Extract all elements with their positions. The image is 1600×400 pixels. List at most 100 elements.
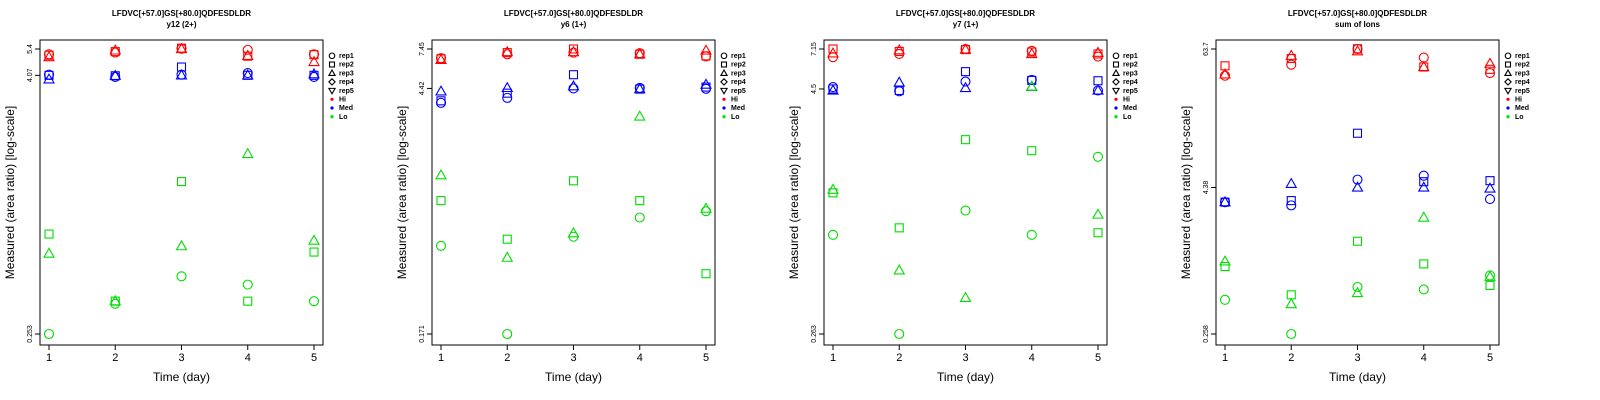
- data-point-lo-rep2: [701, 269, 711, 279]
- legend-label-lo: Lo: [731, 114, 740, 121]
- legend-label-rep4: rep4: [731, 79, 746, 86]
- data-point-lo-rep1: [176, 271, 187, 282]
- legend-marker-hi: [330, 97, 334, 101]
- data-point-hi-rep1: [1219, 70, 1231, 81]
- y-tick-label: 7.45: [419, 42, 426, 56]
- data-point-med-rep3: [893, 76, 906, 87]
- data-point-lo-rep3: [1484, 270, 1496, 281]
- legend-label-lo: Lo: [1515, 114, 1524, 121]
- series-lo: [43, 147, 320, 340]
- data-point-lo-rep3: [308, 234, 320, 245]
- data-point-lo-rep2: [1352, 236, 1363, 246]
- legend-marker-rep2: [328, 61, 336, 68]
- legend-marker-lo: [1114, 115, 1118, 119]
- data-point-lo-rep1: [1418, 284, 1429, 295]
- legend-label-hi: Hi: [1515, 97, 1522, 104]
- chart-subtitle: sum of Ions: [1335, 20, 1380, 29]
- plot-frame: [431, 39, 716, 346]
- legend-marker-rep2: [1504, 61, 1512, 68]
- data-point-hi-rep2: [568, 44, 579, 54]
- data-point-hi-rep3: [1417, 60, 1430, 72]
- data-point-med-rep3: [1484, 182, 1496, 193]
- chart-title: LFDVC[+57.0]GS[+80.0]QDFESDLDR: [896, 9, 1035, 18]
- data-point-lo-rep1: [634, 212, 645, 223]
- data-point-lo-rep3: [567, 226, 580, 238]
- data-point-med-rep2: [502, 88, 512, 98]
- x-tick-label: 2: [896, 352, 902, 364]
- data-point-lo-rep1: [1286, 328, 1297, 340]
- data-point-hi-rep3: [435, 53, 447, 65]
- series-lo: [435, 110, 712, 340]
- x-tick-label: 5: [1487, 352, 1493, 364]
- series-lo: [1219, 211, 1496, 340]
- data-point-hi-rep1: [502, 49, 513, 60]
- x-tick-label: 5: [703, 352, 709, 364]
- chart-subtitle: y12 (2+): [166, 20, 196, 29]
- x-tick-label: 4: [637, 352, 643, 364]
- data-point-med-rep3: [700, 78, 712, 89]
- legend-label-med: Med: [1515, 105, 1529, 112]
- data-point-med-rep2: [436, 96, 446, 106]
- x-tick-label: 4: [245, 352, 251, 364]
- data-point-med-rep3: [501, 81, 514, 93]
- data-point-lo-rep2: [635, 196, 645, 206]
- panel-2: LFDVC[+57.0]GS[+80.0]QDFESDLDR y6 (1+) 1 2 3…: [395, 9, 746, 384]
- legend-marker-rep5: [1503, 87, 1513, 95]
- data-point-med-rep2: [1093, 76, 1103, 86]
- series-med: [43, 62, 320, 84]
- data-point-med-rep3: [1219, 195, 1231, 207]
- data-point-hi-rep3: [959, 43, 972, 54]
- legend-label-rep1: rep1: [1123, 53, 1138, 60]
- data-point-med-rep2: [1485, 176, 1495, 186]
- data-point-lo-rep1: [960, 205, 971, 216]
- data-point-lo-rep3: [700, 202, 712, 213]
- data-point-lo-rep1: [1026, 229, 1037, 240]
- data-point-hi-rep3: [43, 50, 55, 62]
- legend-label-lo: Lo: [1123, 114, 1132, 121]
- panel-1: LFDVC[+57.0]GS[+80.0]QDFESDLDR y12 (2+) 1 2…: [3, 9, 354, 384]
- data-point-hi-rep3: [1092, 46, 1104, 57]
- legend-marker-med: [1114, 106, 1118, 110]
- data-point-lo-rep2: [502, 234, 512, 244]
- legend-marker-rep5: [719, 87, 729, 95]
- data-point-hi-rep3: [1351, 44, 1364, 56]
- data-point-med-rep3: [1417, 181, 1430, 192]
- legend-marker-rep3: [719, 68, 729, 76]
- series-hi: [1219, 43, 1496, 81]
- data-point-hi-rep3: [501, 45, 514, 57]
- y-tick-label: 0.171: [419, 325, 426, 343]
- data-point-med-rep3: [959, 81, 972, 93]
- data-point-med-rep3: [241, 69, 254, 80]
- data-point-hi-rep3: [827, 47, 839, 58]
- data-point-med-rep3: [435, 85, 447, 96]
- data-point-lo-rep2: [436, 196, 446, 206]
- data-point-lo-rep3: [1219, 255, 1231, 266]
- data-point-lo-rep2: [176, 177, 187, 187]
- series-med: [1219, 128, 1496, 211]
- data-point-lo-rep3: [109, 294, 122, 306]
- data-point-lo-rep2: [44, 229, 54, 239]
- legend-label-rep5: rep5: [339, 88, 354, 95]
- legend-label-rep5: rep5: [731, 88, 746, 95]
- y-axis-label: Measured (area ratio) [log-scale]: [3, 106, 17, 279]
- data-point-lo-rep3: [827, 183, 839, 194]
- legend-marker-lo: [722, 115, 726, 119]
- legend-label-rep3: rep3: [1515, 70, 1530, 77]
- data-point-med-rep1: [960, 76, 971, 87]
- legend-marker-rep4: [1112, 78, 1120, 86]
- x-tick-label: 2: [112, 352, 118, 364]
- legend-label-med: Med: [731, 105, 745, 112]
- legend-marker-rep4: [328, 78, 336, 86]
- data-point-med-rep1: [1352, 174, 1363, 185]
- y-axis-label: Measured (area ratio) [log-scale]: [787, 106, 801, 279]
- legend-label-rep3: rep3: [339, 70, 354, 77]
- legend-label-rep5: rep5: [1123, 88, 1138, 95]
- legend-label-rep1: rep1: [731, 53, 746, 60]
- legend-marker-rep3: [1503, 68, 1513, 76]
- y-tick-label: 5.4: [27, 44, 34, 54]
- data-point-hi-rep3: [109, 44, 122, 55]
- x-axis-label: Time (day): [153, 370, 210, 384]
- x-axis-label: Time (day): [545, 370, 602, 384]
- data-point-lo-rep1: [827, 229, 839, 240]
